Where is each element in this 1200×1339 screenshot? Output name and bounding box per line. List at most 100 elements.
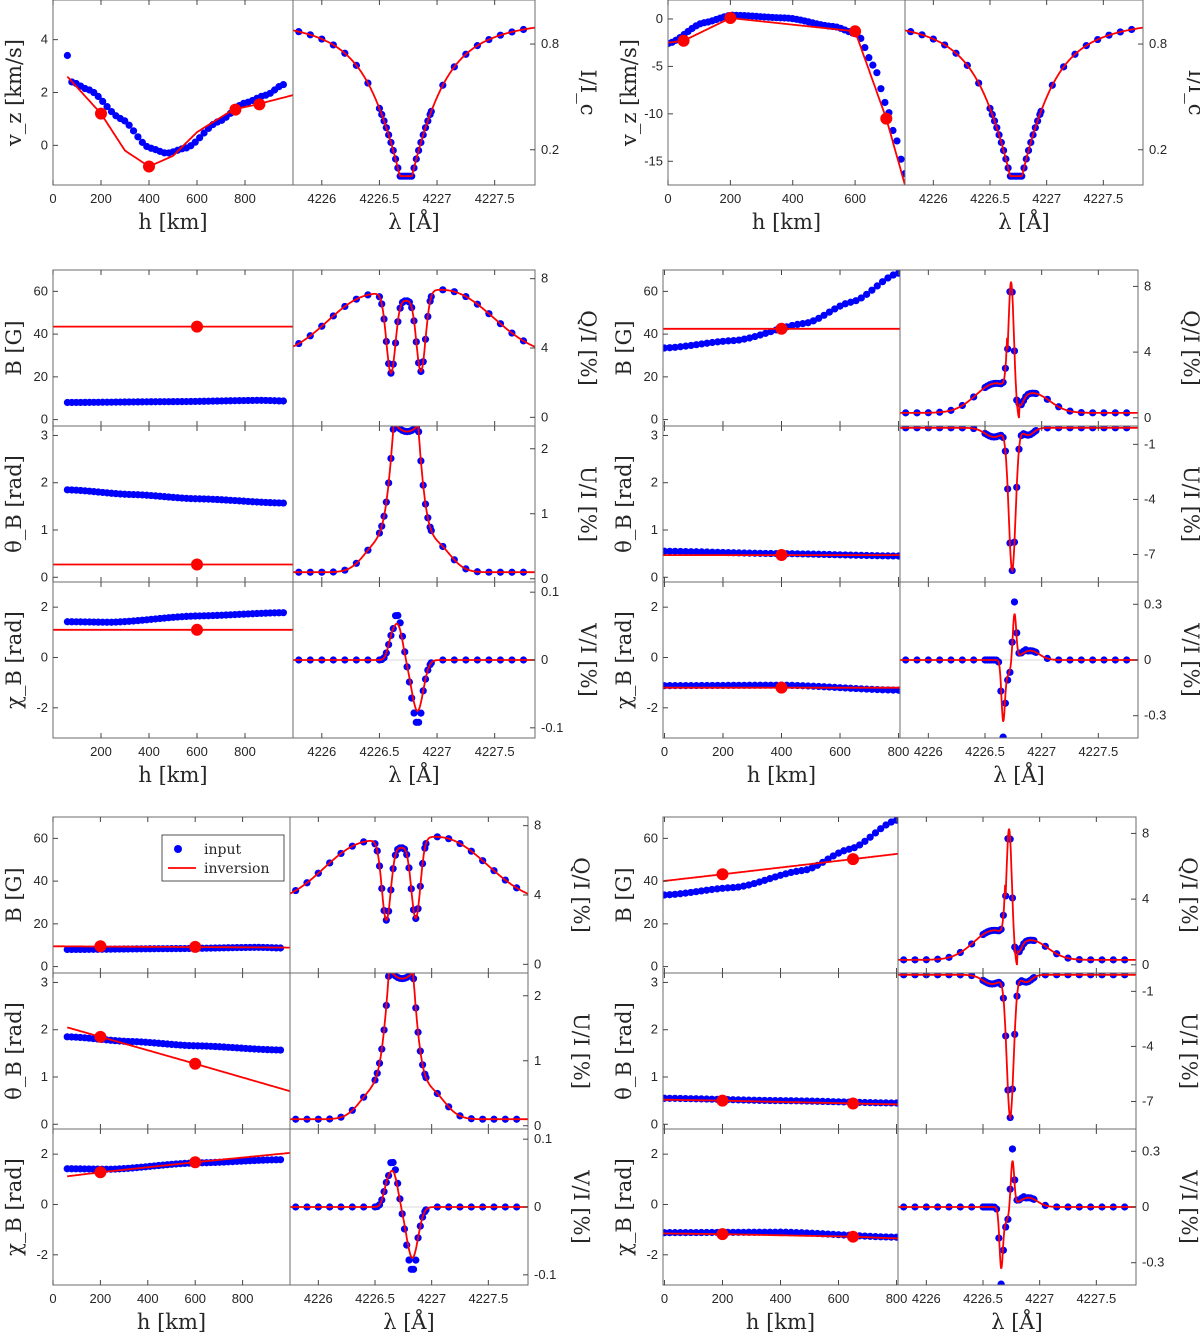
y-tick-label: 20 [34,369,48,384]
panel-p5_th: 0 1 2 3 [41,972,291,1131]
y-tick-label: 1 [541,506,548,521]
x-axis-label-h: h [km] [137,1310,206,1334]
input-point [865,54,873,62]
x-tick-label: 0 [664,191,671,206]
input-point [99,97,107,105]
x-tick-label: 4227 [417,1291,446,1306]
plot-area [290,973,528,1123]
input-point [687,341,695,350]
x-tick-label: 4227.5 [1078,744,1118,759]
y-axis-label-chi: χ_B [rad] [612,611,636,709]
panel-p6_chi: -2 0 2 0 200 400 600 800 h [km] [646,1128,907,1334]
inversion-node [677,34,690,47]
input-point [873,69,881,77]
plot-area [900,426,1138,575]
plot-area [63,1152,290,1179]
input-point [129,127,138,135]
input-point [892,1233,898,1241]
input-point [892,1099,898,1107]
y-tick-label: 4 [541,340,548,355]
panel-p2_vz: -15 -10 -5 0 0 200 400 600 h [km] [644,0,906,234]
inversion-node [880,112,893,125]
y-tick-label: 4 [1142,891,1149,906]
input-point [415,718,423,726]
y-tick-label: 8 [541,271,548,286]
legend-input-label: input [204,842,241,858]
inversion-line [290,835,528,922]
y-axis-label-U: U/I [%] [1177,1013,1200,1089]
y-axis-label-Q: Q/I [%] [576,310,600,386]
inversion-node [189,940,202,953]
inversion-node [716,1228,729,1241]
x-tick-label: 4227.5 [475,191,515,206]
plot-area [898,973,1136,1122]
inversion-line [293,26,535,178]
input-point [852,297,860,305]
panel-p4_B: 0 20 40 60 [644,269,901,427]
y-tick-label: 0 [1142,1199,1149,1214]
y-tick-label: 40 [644,873,658,888]
input-point [809,317,818,325]
y-tick-label: -2 [36,700,48,715]
input-point [692,341,700,349]
plot-area [898,828,1136,966]
inversion-node [189,1156,202,1169]
x-tick-label: 400 [771,744,793,759]
y-tick-label: 0 [651,959,658,974]
axes-frame [904,0,1144,186]
x-tick-label: 200 [712,1291,734,1306]
y-tick-label: 2 [41,85,48,100]
y-tick-label: -1 [1144,436,1156,451]
inversion-line [898,828,1136,966]
y-tick-label: -2 [646,700,658,715]
y-tick-label: 2 [41,475,48,490]
x-tick-label: 4226.5 [970,191,1010,206]
input-point [279,80,287,89]
y-tick-label: 3 [41,974,48,989]
input-point [410,709,418,717]
plot-area [668,11,905,185]
x-axis-label-lambda: λ [Å] [388,209,440,234]
y-axis-label-V: V/I [%] [1179,622,1200,697]
x-tick-label: 0 [661,744,668,759]
panel-p4_th: 0 1 2 3 [651,425,901,584]
x-tick-label: 4227 [1032,191,1061,206]
y-tick-label: 0 [651,649,658,664]
plot-area [900,281,1138,419]
input-point [877,85,885,93]
input-point [714,338,722,346]
y-axis-label-U: U/I [%] [576,466,600,542]
inversion-node [94,940,107,953]
x-tick-label: 600 [828,1291,850,1306]
x-tick-label: 4226 [304,1291,333,1306]
y-tick-label: 2 [534,988,541,1003]
x-tick-label: 4226.5 [963,1291,1003,1306]
y-axis-label-chi: χ_B [rad] [2,1158,26,1256]
y-tick-label: -5 [651,58,663,73]
input-point [692,888,700,896]
input-point [730,336,738,345]
y-tick-label: 1 [534,1053,541,1068]
input-point [724,337,732,345]
inversion-line [290,973,528,1121]
input-point [882,821,890,829]
x-tick-label: 4226 [307,744,336,759]
inversion-node [775,549,788,562]
inversion-node [94,1030,107,1043]
y-axis-label-B: B [G] [612,320,636,375]
x-tick-label: 4226 [919,191,948,206]
input-point [803,1229,811,1237]
x-tick-label: 400 [138,191,160,206]
y-axis-label-Q: Q/I [%] [569,857,593,933]
input-point [412,1256,420,1264]
input-point [714,548,722,556]
y-tick-label: 0 [541,409,548,424]
y-tick-label: 0 [1144,410,1151,425]
input-point [799,320,807,328]
input-point [666,547,674,555]
input-point [121,117,129,125]
plot-area [663,1228,898,1243]
y-tick-label: -10 [644,106,663,121]
input-point [997,1280,1005,1285]
